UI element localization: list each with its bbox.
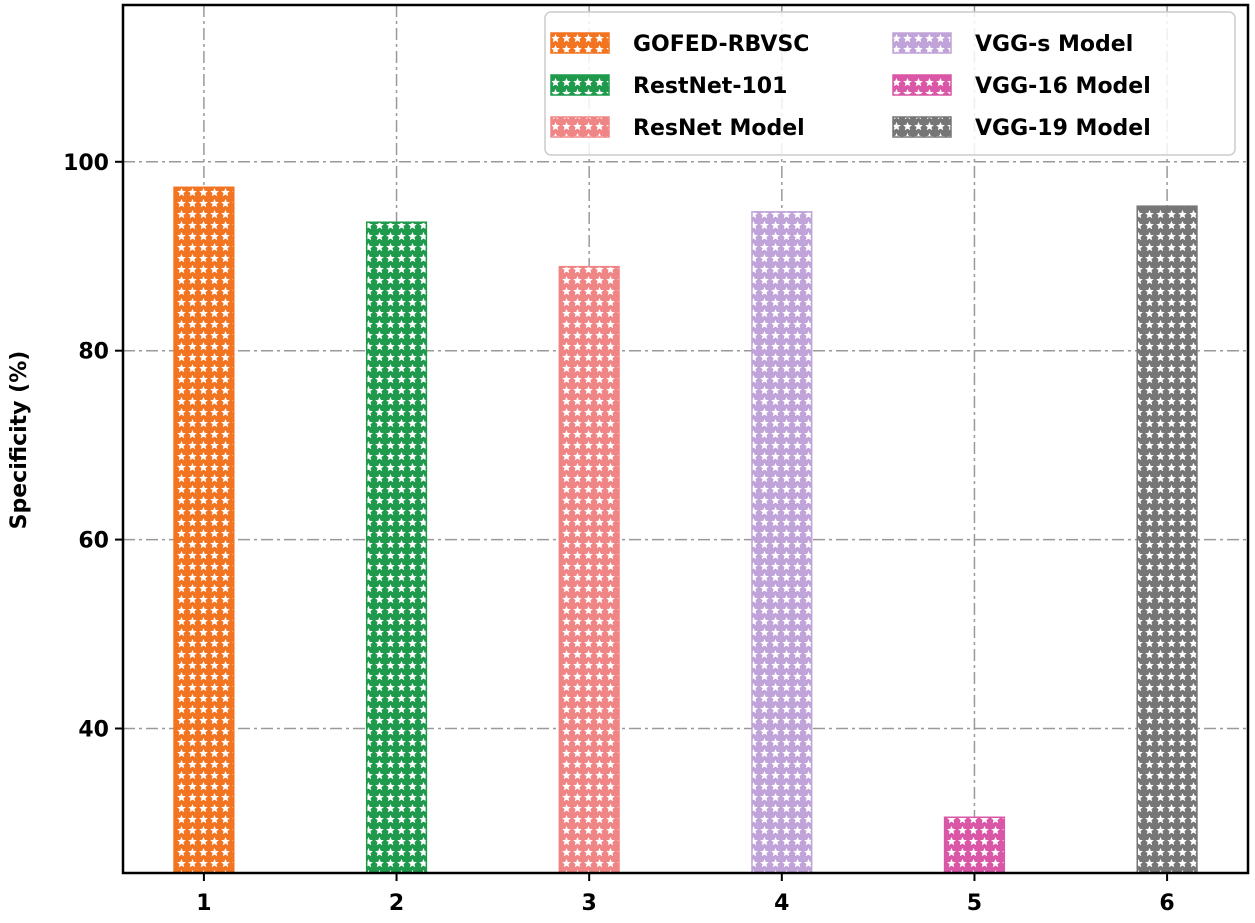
legend: GOFED-RBVSC RestNet-101 ResNet Model VGG-s … bbox=[544, 11, 1236, 156]
bar-restnet-101 bbox=[365, 221, 428, 874]
bar-vgg-19-model bbox=[1136, 205, 1198, 874]
y-tick-label: 80 bbox=[78, 340, 109, 365]
legend-label: ResNet Model bbox=[633, 116, 805, 141]
x-tick-label: 5 bbox=[967, 891, 982, 916]
legend-swatch bbox=[550, 74, 610, 96]
legend-label: VGG-s Model bbox=[975, 32, 1133, 57]
bar-gofed-rbvsc bbox=[173, 186, 235, 874]
legend-swatch bbox=[892, 74, 952, 96]
legend-swatch bbox=[892, 32, 952, 54]
plot-frame bbox=[121, 3, 1250, 875]
y-axis-label: Specificity (%) bbox=[7, 351, 32, 530]
y-tick-label: 100 bbox=[63, 151, 109, 176]
legend-swatch bbox=[550, 116, 610, 138]
y-tick-label: 40 bbox=[78, 717, 109, 742]
y-tick-label: 60 bbox=[78, 529, 109, 554]
x-tick-label: 3 bbox=[582, 891, 597, 916]
x-tick-label: 6 bbox=[1159, 891, 1174, 916]
legend-label: VGG-19 Model bbox=[975, 116, 1151, 141]
legend-box bbox=[544, 11, 1236, 156]
legend-label: RestNet-101 bbox=[633, 74, 787, 99]
axis-ticks: 40 60 80 100 1 2 3 4 5 6 bbox=[63, 151, 1175, 916]
x-tick-label: 2 bbox=[389, 891, 404, 916]
bar-resnet-model bbox=[558, 265, 620, 874]
bars bbox=[173, 186, 1198, 874]
legend-label: VGG-16 Model bbox=[975, 74, 1151, 99]
legend-swatch bbox=[892, 116, 952, 138]
legend-swatch bbox=[550, 32, 610, 54]
bar-vgg-16-model bbox=[943, 816, 1006, 874]
bar-vgg-s-model bbox=[751, 211, 813, 874]
legend-label: GOFED-RBVSC bbox=[633, 32, 809, 57]
x-tick-label: 4 bbox=[774, 891, 789, 916]
x-tick-label: 1 bbox=[196, 891, 211, 916]
